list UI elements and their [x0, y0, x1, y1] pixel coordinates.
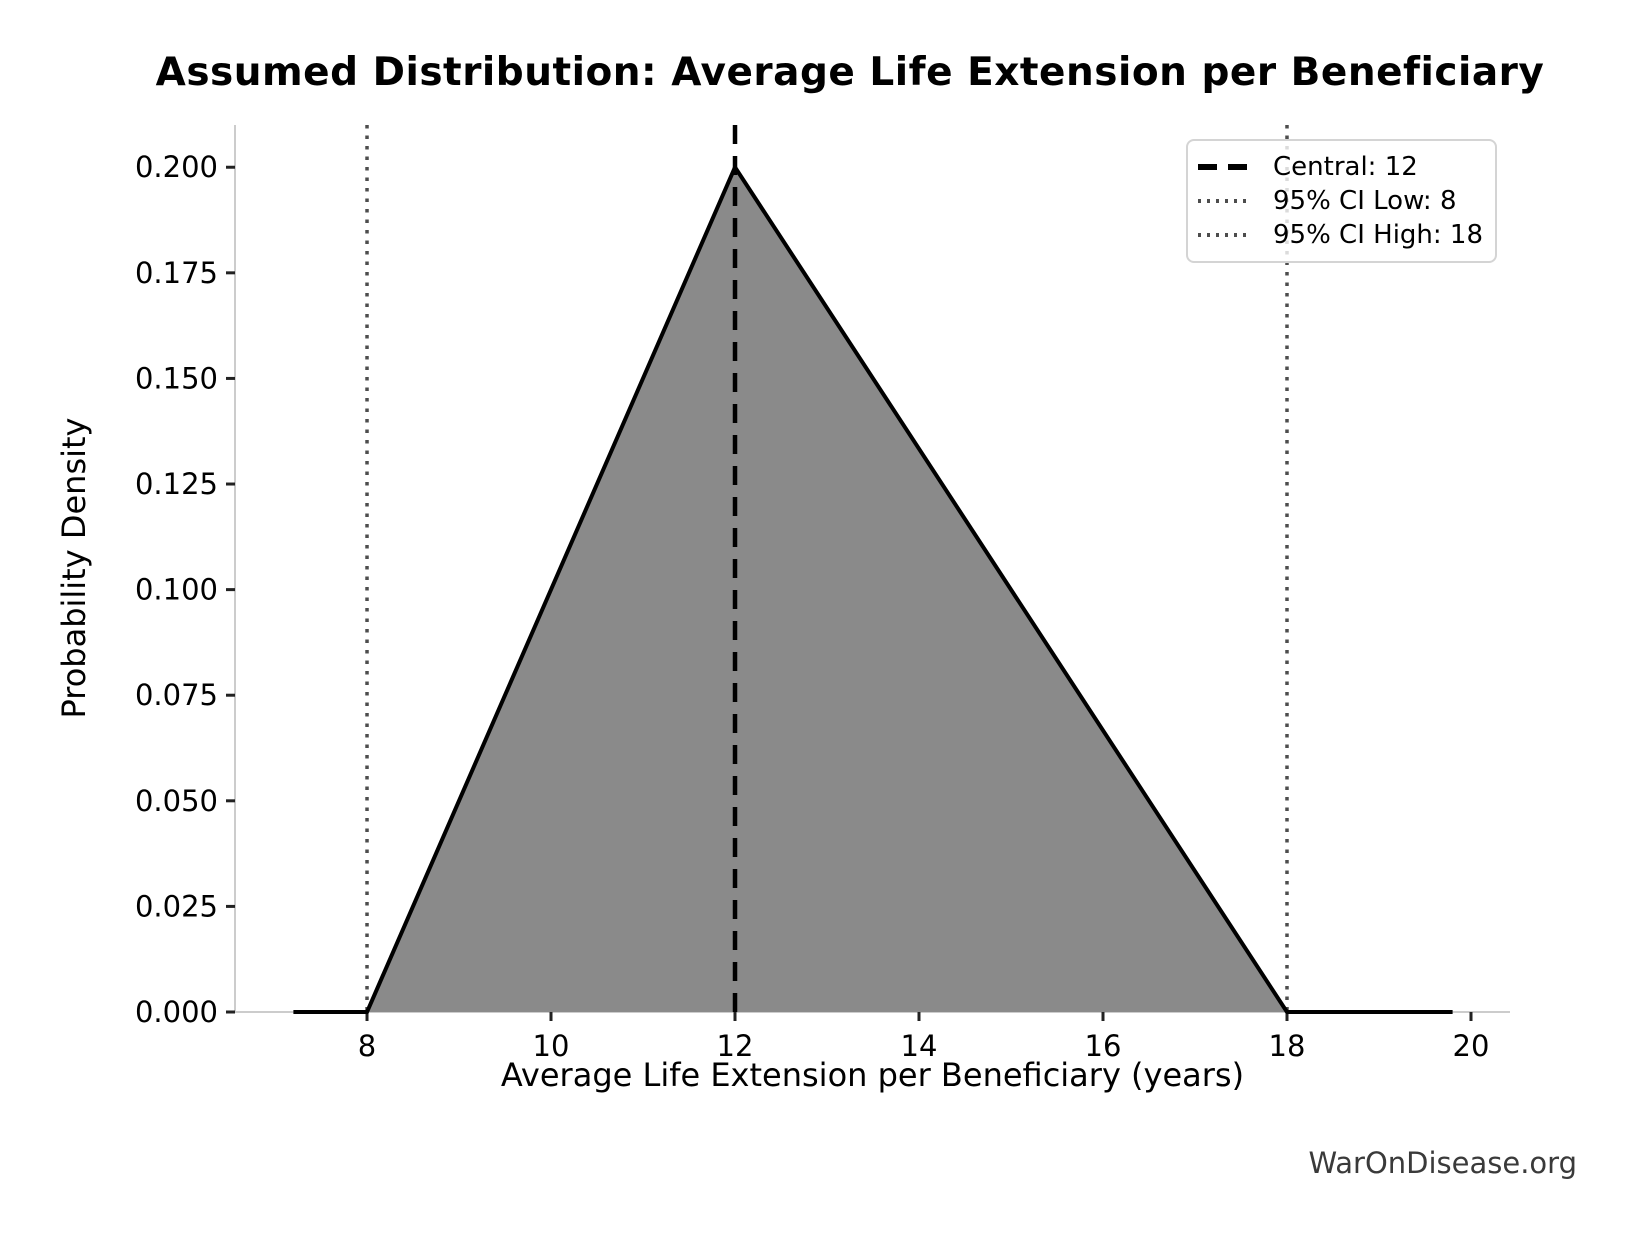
y-tick-label: 0.075	[135, 678, 218, 712]
y-tick-label: 0.025	[135, 889, 218, 923]
legend: Central: 12 95% CI Low: 8 95% CI High: 1…	[1186, 139, 1497, 263]
x-tick-label: 12	[717, 1029, 754, 1063]
legend-item-ci-high: 95% CI High: 18	[1198, 218, 1485, 252]
dashed-line-sample-icon	[1198, 164, 1248, 170]
legend-item-ci-low: 95% CI Low: 8	[1198, 184, 1485, 218]
legend-label-central: Central: 12	[1273, 152, 1418, 182]
x-tick-label: 16	[1085, 1029, 1122, 1063]
legend-item-central: Central: 12	[1198, 150, 1485, 184]
y-tick-label: 0.050	[135, 784, 218, 818]
legend-label-ci-high: 95% CI High: 18	[1273, 220, 1484, 250]
watermark: WarOnDisease.org	[1308, 1146, 1577, 1180]
x-tick-label: 8	[358, 1029, 376, 1063]
x-tick-label: 14	[901, 1029, 938, 1063]
y-tick-label: 0.175	[135, 256, 218, 290]
y-tick-label: 0.150	[135, 361, 218, 395]
dotted-line-sample-icon	[1198, 233, 1248, 237]
y-axis-label: Probability Density	[55, 417, 93, 719]
y-tick-label: 0.000	[135, 995, 218, 1029]
chart-title: Assumed Distribution: Average Life Exten…	[155, 50, 1545, 95]
x-axis-label: Average Life Extension per Beneficiary (…	[500, 1056, 1245, 1094]
x-tick-label: 10	[533, 1029, 570, 1063]
y-tick-label: 0.200	[135, 150, 218, 184]
y-tick-label: 0.100	[135, 573, 218, 607]
density-outline	[293, 163, 1453, 1014]
y-tick-label: 0.125	[135, 467, 218, 501]
x-tick-label: 18	[1269, 1029, 1306, 1063]
legend-label-ci-low: 95% CI Low: 8	[1273, 186, 1457, 216]
x-tick-label: 20	[1453, 1029, 1490, 1063]
dotted-line-sample-icon	[1198, 199, 1248, 203]
density-fill	[293, 167, 1453, 1012]
